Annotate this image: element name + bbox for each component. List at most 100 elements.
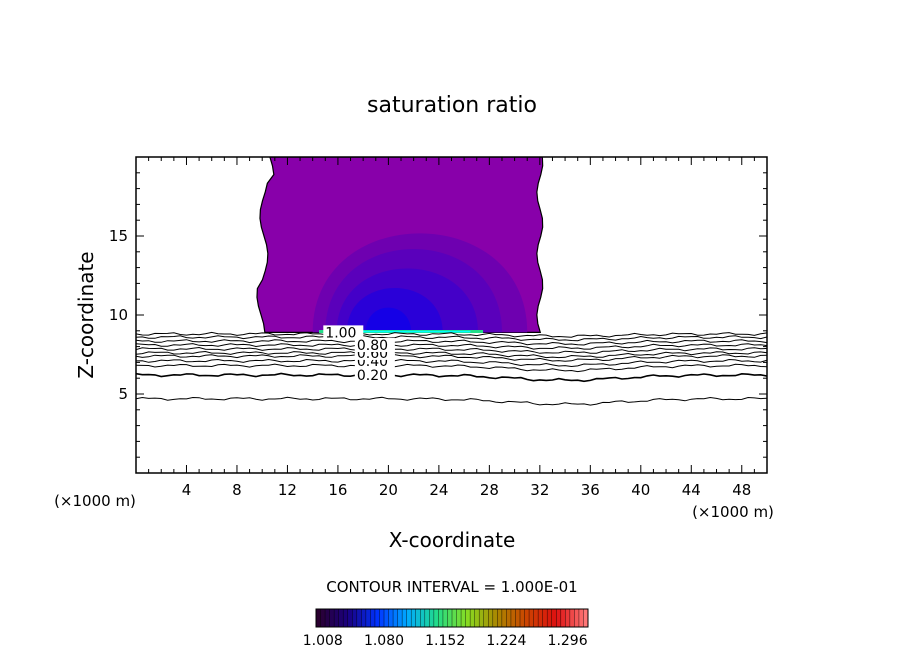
contour-label: 0.20 <box>357 368 388 384</box>
x-axis-unit-left: (×1000 m) <box>54 492 136 510</box>
colorbar-cell <box>325 609 331 627</box>
colorbar-cell <box>560 609 566 627</box>
colorbar-cell <box>411 609 417 627</box>
x-tick-label: 32 <box>530 481 549 499</box>
y-tick-label: 5 <box>118 385 128 403</box>
colorbar-cell <box>574 609 580 627</box>
contour-line <box>136 363 767 373</box>
colorbar-cell <box>565 609 571 627</box>
colorbar-cell <box>551 609 557 627</box>
y-tick-label: 15 <box>109 227 128 245</box>
x-tick-label: 8 <box>232 481 242 499</box>
colorbar-cell <box>361 609 367 627</box>
colorbar-cell <box>569 609 575 627</box>
colorbar-cell <box>470 609 476 627</box>
colorbar-cell <box>452 609 458 627</box>
colorbar-cell <box>465 609 471 627</box>
chart-title: saturation ratio <box>367 93 537 118</box>
colorbar-cell <box>397 609 403 627</box>
contour-line <box>136 396 767 406</box>
contour-line <box>136 346 767 354</box>
colorbar-cell <box>334 609 340 627</box>
colorbar-cell <box>374 609 380 627</box>
colorbar-cell <box>447 609 453 627</box>
x-tick-label: 12 <box>278 481 297 499</box>
saturation-fill <box>256 157 544 334</box>
colorbar-cell <box>479 609 485 627</box>
colorbar-cell <box>433 609 439 627</box>
x-tick-label: 44 <box>682 481 701 499</box>
contour-label: 0.80 <box>357 338 388 354</box>
x-tick-label: 28 <box>480 481 499 499</box>
colorbar-cell <box>384 609 390 627</box>
colorbar-cell <box>415 609 421 627</box>
colorbar-cell <box>429 609 435 627</box>
x-tick-label: 24 <box>429 481 448 499</box>
contour-label: 1.00 <box>325 325 356 341</box>
colorbar-tick-label: 1.008 <box>303 633 343 649</box>
colorbar-cell <box>483 609 489 627</box>
contour-label-bg <box>354 368 395 383</box>
colorbar-cell <box>456 609 462 627</box>
contour-line <box>136 331 767 338</box>
colorbar-cell <box>492 609 498 627</box>
x-tick-label: 40 <box>631 481 650 499</box>
colorbar-tick-label: 1.224 <box>486 633 526 649</box>
contour-line <box>136 335 767 342</box>
fill-level-5 <box>365 307 412 333</box>
colorbar-cell <box>406 609 412 627</box>
colorbar-cell <box>402 609 408 627</box>
fill-band-core <box>331 330 471 333</box>
colorbar-cell <box>474 609 480 627</box>
contour-lines <box>136 331 767 406</box>
colorbar-cell <box>524 609 530 627</box>
contour-label-bg <box>323 325 364 340</box>
colorbar-cell <box>538 609 544 627</box>
colorbar-cell <box>356 609 362 627</box>
y-axis-ticks: 5 10 15 <box>109 172 767 458</box>
colorbar-cell <box>424 609 430 627</box>
colorbar-frame <box>315 608 589 628</box>
colorbar-cell <box>497 609 503 627</box>
colorbar-cell <box>329 609 335 627</box>
x-tick-label: 36 <box>581 481 600 499</box>
contour-line <box>136 372 767 383</box>
colorbar-cell <box>510 609 516 627</box>
contour-line <box>136 342 767 350</box>
contour-line <box>136 350 767 359</box>
colorbar-cell <box>338 609 344 627</box>
colorbar-cell <box>506 609 512 627</box>
x-tick-label: 48 <box>732 481 751 499</box>
x-axis-ticks: 4 8 12 16 20 24 28 32 36 40 44 48 <box>148 157 755 499</box>
colorbar-cell <box>438 609 444 627</box>
colorbar-cell <box>488 609 494 627</box>
colorbar <box>315 608 589 628</box>
x-axis-label: X-coordinate <box>389 528 516 552</box>
colorbar-cell <box>520 609 526 627</box>
colorbar-cell <box>542 609 548 627</box>
colorbar-cell <box>529 609 535 627</box>
colorbar-labels: 1.008 1.080 1.152 1.224 1.296 <box>303 633 588 649</box>
colorbar-cell <box>316 609 322 627</box>
x-tick-label: 16 <box>328 481 347 499</box>
colorbar-cell <box>347 609 353 627</box>
colorbar-cell <box>379 609 385 627</box>
contour-line <box>136 358 767 368</box>
contour-interval-text: CONTOUR INTERVAL = 1.000E-01 <box>326 578 577 596</box>
colorbar-cell <box>420 609 426 627</box>
colorbar-tick-label: 1.296 <box>548 633 588 649</box>
colorbar-cell <box>556 609 562 627</box>
colorbar-tick-label: 1.152 <box>425 633 465 649</box>
colorbar-cell <box>515 609 521 627</box>
contour-labels: 0.200.400.600.801.00 <box>323 325 395 384</box>
colorbar-cell <box>352 609 358 627</box>
colorbar-tick-label: 1.080 <box>364 633 404 649</box>
x-axis-unit-right: (×1000 m) <box>692 503 774 521</box>
colorbar-cell <box>370 609 376 627</box>
colorbar-cell <box>547 609 553 627</box>
x-tick-label: 20 <box>379 481 398 499</box>
contour-line <box>136 354 767 362</box>
colorbar-cell <box>388 609 394 627</box>
colorbar-cell <box>583 609 589 627</box>
